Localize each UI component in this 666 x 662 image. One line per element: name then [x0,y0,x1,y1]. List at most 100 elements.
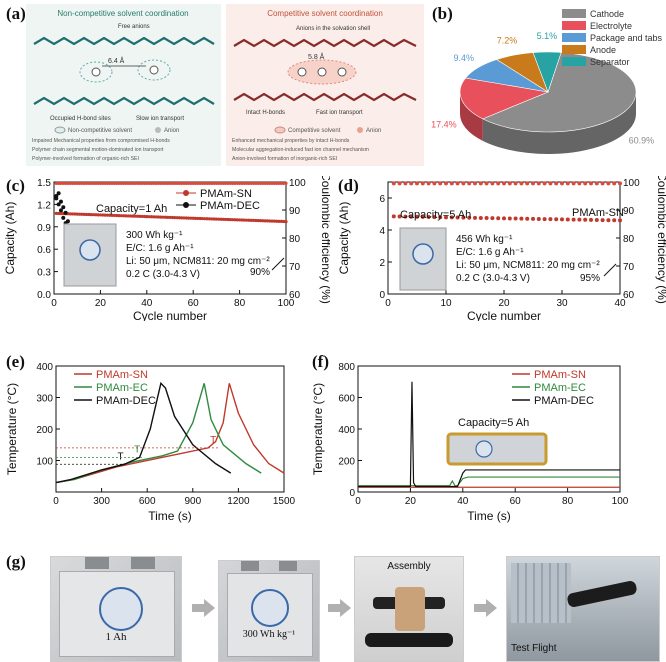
y-axis-label: Capacity (Ah) [337,202,351,275]
anions-shell-label: Anions in the solvation shell [296,26,370,32]
ce-point-sn [175,181,179,185]
ce-point-sn [64,181,68,185]
capacity-point-sn [70,212,75,216]
ce-point-sn [142,181,147,185]
capacity-point-sn [249,218,253,222]
arrow-right-icon-3 [472,598,498,618]
capacity-point-sn [391,214,396,219]
photo-pouch-1ah: 1 Ah [50,556,182,662]
capacity-point-sn [263,219,267,223]
capacity-point-sn [531,216,535,221]
capacity-point-sn [254,218,258,223]
ce-point-sn [87,181,91,185]
capacity-point-sn [91,213,96,217]
capacity-point-sn [77,212,82,216]
ce-point-sn [560,181,564,186]
capacity-point-sn [166,215,170,219]
ce-point-sn [554,181,559,186]
x-tick-label: 100 [612,496,629,507]
capacity-point-sn [84,212,89,217]
note-right-2: Molecular aggregation-induced fast ion c… [232,147,369,153]
x-tick-label: 20 [498,298,510,309]
ce-point-sn [159,181,163,185]
occupied-label: Occupied H-bond sites [50,116,111,122]
pie-legend-label-1: Electrolyte [590,21,632,31]
ce-point-sn [205,181,209,185]
capacity-point-sn [191,216,195,220]
ce-point-sn [122,181,126,185]
pouch-cell-inset [446,432,548,466]
panel-label-f: (f) [312,352,329,371]
cycling-chart-5ah: 0 10 20 30 40 0 2 4 6 60 70 80 90 100 Cycle number Capa… [337,176,666,321]
capacity-point-sn [247,218,251,222]
ce-point-sn [84,181,89,185]
capacity-point-sn [138,214,142,218]
x-axis-label: Time (s) [148,509,192,523]
capacity-point-sn [152,215,156,219]
ce-point-sn [226,181,230,185]
capacity-point-sn [519,216,524,221]
capacity-point-sn [258,219,263,223]
ce-point-sn [73,181,77,185]
capacity-point-sn [180,216,184,220]
panel-label-d: (d) [338,176,359,195]
ce-point-dec [56,191,61,196]
right-title: Competitive solvent coordination [267,9,383,18]
ce-point-sn [57,181,61,185]
y-tick-label: 1.5 [37,178,51,189]
ce-point-sn [455,181,460,186]
capacity-point-sn [478,215,483,220]
capacity-point-sn [513,216,518,221]
y-tick-label: 800 [338,362,355,373]
ce-point-sn [484,181,489,186]
ce-point-sn [147,181,151,185]
ce-point-sn [279,181,283,185]
pie-label-cathode: 60.9% [629,135,655,145]
fast-label: Fast ion transport [316,110,363,116]
legend-label-pmam-sn: PMAm-SN [96,369,148,381]
x-tick-label: 80 [562,496,574,507]
capacity-point-sn [444,215,448,220]
capacity-point-sn [115,213,119,218]
ce-point-sn [103,181,107,185]
capacity-annotation: Capacity=1 Ah [96,203,167,215]
y-axis-label: Capacity (Ah) [3,202,17,275]
capacity-point-sn [207,217,212,221]
capacity-point-sn [68,212,72,216]
battery-seal-icon [79,239,101,261]
capacity-point-sn [193,216,198,220]
capacity-point-sn [217,217,221,221]
ce-point-sn [128,181,133,185]
onset-label: T [117,451,123,462]
capacity-point-sn [228,217,232,222]
y-tick-label: 400 [338,425,355,436]
y-tick-label: 0 [349,488,355,499]
capacity-point-sn [606,218,611,223]
ce-point-sn [272,181,276,185]
x-tick-label: 900 [184,496,201,507]
slow-label: Slow ion transport [136,116,184,122]
ce-point-sn [391,181,396,186]
ce-point-sn [409,181,414,186]
y2-tick-label: 60 [623,290,635,301]
spec-line: Li: 50 μm, NCM811: 20 mg cm⁻² [126,256,270,267]
capacity-point-sn [170,215,174,220]
capacity-point-sn [105,213,109,217]
capacity-point-sn [133,214,137,218]
capacity-point-sn [577,217,582,222]
hand-shape [395,587,425,631]
li-ion-left-1 [91,67,101,77]
ce-point-sn [119,181,123,185]
ce-point-sn [571,181,576,186]
legend-label-sn: PMAm-SN [572,207,624,219]
ce-point-sn [461,181,466,186]
capacity-point-sn [142,214,147,219]
ce-point-sn [180,181,184,185]
capacity-point-sn [238,218,242,222]
capacity-point-sn [112,213,116,218]
ce-point-sn [217,181,221,185]
spec-line: 300 Wh kg⁻¹ [126,230,183,241]
capacity-point-sn [96,213,100,217]
capacity-annotation: Capacity=5 Ah [458,417,529,429]
ce-point-dec [61,205,66,210]
